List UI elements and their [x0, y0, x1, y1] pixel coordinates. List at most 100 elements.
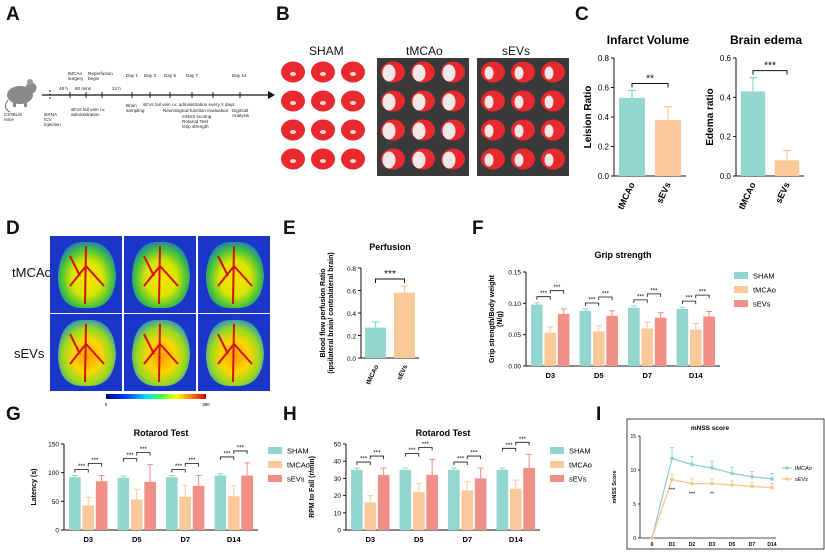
y-tick-label: 20	[334, 493, 342, 500]
y-axis-label: mNSS Score	[612, 470, 618, 503]
x-tick-label: D5	[132, 535, 142, 544]
significance-label: ***	[188, 458, 196, 464]
significance-bracket	[536, 296, 551, 300]
infarct-region	[412, 122, 426, 140]
bar	[82, 505, 95, 530]
bar	[579, 310, 592, 366]
y-tick-label: 0.2	[598, 143, 610, 152]
x-tick-label: 0	[651, 542, 654, 548]
significance-bracket	[233, 450, 248, 454]
panel-letter-e: E	[283, 218, 296, 239]
bar	[241, 475, 253, 530]
significance-bracket	[695, 294, 710, 299]
infarct-region	[382, 122, 396, 140]
x-tick-label: D2	[689, 542, 696, 548]
significance-label: ***	[589, 297, 597, 303]
bar	[166, 477, 178, 530]
legend-label: sEVs	[569, 475, 587, 484]
infarct-region	[412, 64, 426, 82]
timeline-marker: tMCAo surgery	[68, 71, 84, 82]
significance-label: ***	[553, 285, 561, 291]
y-axis-label: Leision Ratio	[583, 86, 594, 149]
data-point	[650, 536, 654, 540]
y-axis-label: RPM to Fall (r/min)	[309, 456, 316, 518]
data-point	[730, 483, 734, 487]
ventricle	[350, 72, 356, 76]
data-point	[750, 484, 754, 489]
ventricle	[350, 130, 356, 134]
y-tick-label: 0.6	[598, 84, 610, 93]
timeline-ticks	[49, 90, 241, 100]
timeline-marker: DigiGait Analysis	[232, 108, 250, 119]
significance-bracket	[184, 463, 200, 467]
mouse-label: C57BL/6 mice	[4, 112, 22, 123]
chart-title: Rotarod Test	[134, 428, 189, 438]
y-tick-label: 15	[630, 434, 636, 440]
chart-title: Infarct Volume	[607, 33, 690, 47]
timeline-marker: 60 mins	[75, 86, 92, 91]
vessel-pattern	[217, 245, 253, 305]
bar	[95, 481, 108, 530]
legend-label: sEVs	[287, 475, 305, 484]
bar	[641, 328, 654, 366]
bar	[628, 307, 640, 366]
infarct-region	[412, 151, 426, 169]
chart-title: Perfusion	[369, 242, 411, 252]
y-tick-label: 0.15	[508, 270, 521, 277]
infarct-region	[544, 95, 554, 109]
legend-label: sEVs	[753, 300, 771, 309]
x-tick-label: tMCAo	[365, 364, 380, 386]
y-tick-label: 40	[334, 459, 342, 466]
x-tick-label: D3	[545, 371, 555, 380]
brain-perfusion-map	[132, 319, 190, 387]
bar	[130, 499, 143, 530]
y-axis-label: Edema ratio	[705, 88, 716, 145]
vessel-pattern	[69, 323, 105, 383]
timeline-marker: sEVs tail vein i.v. administration every…	[143, 102, 235, 107]
ventricle	[320, 72, 326, 76]
significance-bracket	[171, 469, 186, 473]
timeline-marker: Day 1	[126, 73, 139, 78]
bar	[689, 329, 702, 366]
legend-swatch	[550, 461, 564, 468]
significance-label: ***	[409, 448, 417, 454]
legend-swatch	[734, 272, 748, 279]
panel-letter-c: C	[575, 4, 589, 25]
significance-label: ***	[127, 453, 135, 459]
significance-bracket	[356, 461, 371, 466]
significance-bracket	[633, 299, 648, 303]
panel-letter-b: B	[276, 4, 290, 25]
ttc-group-label: SHAM	[309, 44, 344, 58]
significance-label: **	[710, 492, 715, 498]
ventricle	[320, 101, 326, 105]
bar	[377, 474, 390, 530]
x-tick-label: sEVs	[396, 364, 409, 382]
ventricle	[290, 101, 296, 105]
ventricle	[290, 72, 296, 76]
ventricle	[350, 101, 356, 105]
ttc-group-label: tMCAo	[406, 44, 443, 58]
significance-bracket	[74, 469, 89, 473]
y-axis-label: Grip strength/Body weight(N/g)	[489, 274, 504, 363]
y-tick-label: 30	[334, 476, 342, 483]
grip-strength-chart: Grip strength Grip strength/Body weight(N…	[489, 250, 776, 380]
infarct-region	[442, 122, 456, 140]
infarct-region	[514, 66, 524, 80]
significance-label: ***	[669, 488, 676, 494]
vessel-pattern	[217, 323, 253, 383]
y-tick-label: 0	[55, 528, 59, 535]
chart-title: Brain edema	[730, 33, 802, 47]
ventricle	[320, 130, 326, 134]
bar	[365, 327, 386, 358]
brain-perfusion-map	[58, 319, 116, 387]
timeline-marker: Day 5	[164, 73, 177, 78]
legend-swatch	[734, 286, 748, 293]
bar	[461, 490, 474, 530]
ventricle	[290, 159, 296, 163]
chart-title: Grip strength	[594, 250, 651, 260]
significance-bracket	[375, 278, 405, 283]
y-tick-label: 150	[48, 442, 59, 449]
significance-label: ***	[140, 447, 148, 453]
infarct-region	[442, 93, 456, 111]
x-tick-label: tMCAo	[615, 180, 637, 211]
